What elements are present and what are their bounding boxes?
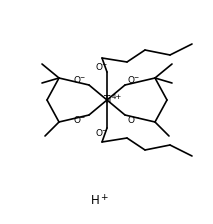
Text: O: O: [73, 75, 81, 84]
Text: O: O: [95, 62, 102, 71]
Text: +: +: [100, 192, 108, 202]
Text: H: H: [91, 194, 99, 207]
Text: O: O: [128, 116, 134, 125]
Text: Ti: Ti: [103, 95, 111, 105]
Text: −: −: [101, 62, 107, 67]
Text: −: −: [101, 127, 107, 133]
Text: −: −: [79, 75, 85, 80]
Text: O: O: [95, 129, 102, 138]
Text: −: −: [79, 114, 85, 119]
Text: −: −: [133, 114, 139, 119]
Text: O: O: [128, 75, 134, 84]
Text: −: −: [133, 75, 139, 80]
Text: 4+: 4+: [112, 94, 122, 100]
Text: O: O: [73, 116, 81, 125]
